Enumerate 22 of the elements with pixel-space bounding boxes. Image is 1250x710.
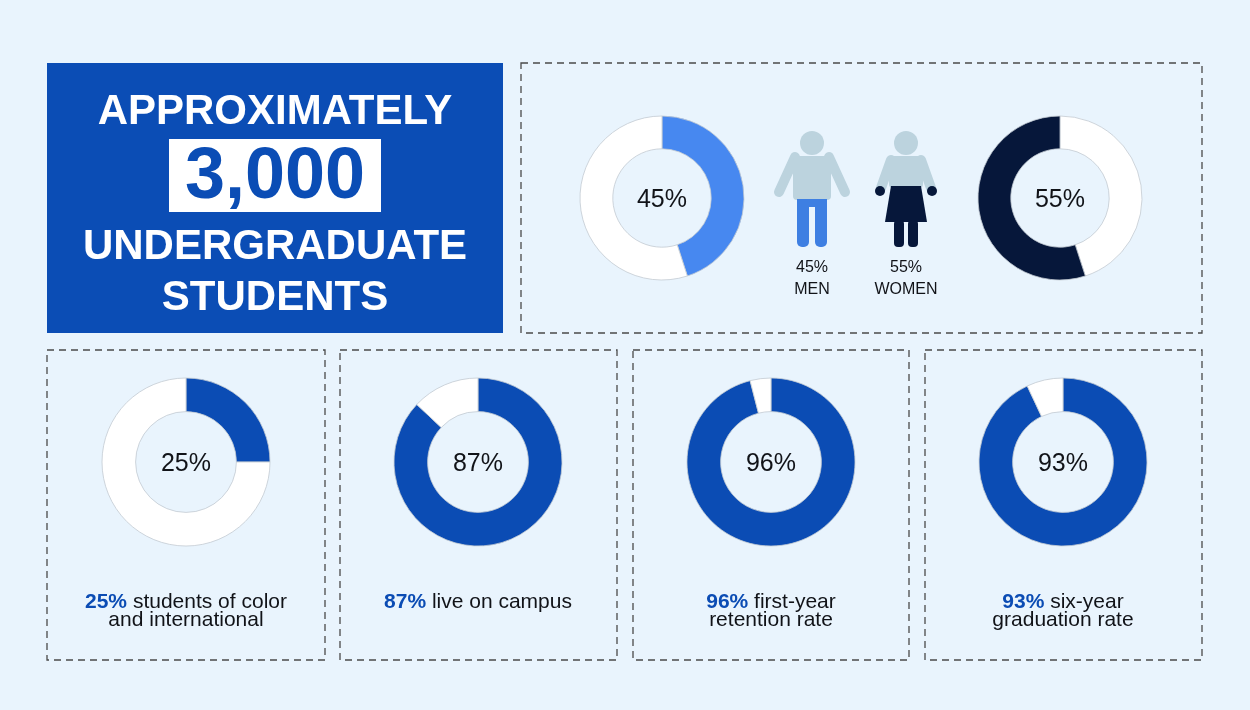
donut-slice — [393, 377, 563, 547]
text: 87% — [452, 448, 504, 476]
text: 55% — [889, 258, 923, 275]
text: 25% students of color and international — [85, 589, 287, 630]
text: 25% — [160, 448, 212, 476]
text: 45% — [636, 184, 688, 212]
donut-slice — [686, 377, 856, 547]
text: 55% — [1034, 184, 1086, 212]
text: 96% — [745, 448, 797, 476]
text: 96% first-year retention rate — [706, 589, 836, 630]
donut-slice — [978, 377, 1148, 547]
text: STUDENTS — [161, 272, 389, 319]
text: UNDERGRADUATE — [82, 221, 468, 268]
text: APPROXIMATELY — [97, 86, 453, 133]
donut-slice — [101, 377, 271, 547]
text: 3,000 — [184, 133, 366, 213]
text: MEN — [794, 280, 830, 297]
text: 45% — [795, 258, 829, 275]
text: WOMEN — [874, 280, 938, 297]
text: 93% — [1037, 448, 1089, 476]
text: 87% live on campus — [384, 589, 572, 612]
text: 93% six-year graduation rate — [992, 589, 1134, 630]
